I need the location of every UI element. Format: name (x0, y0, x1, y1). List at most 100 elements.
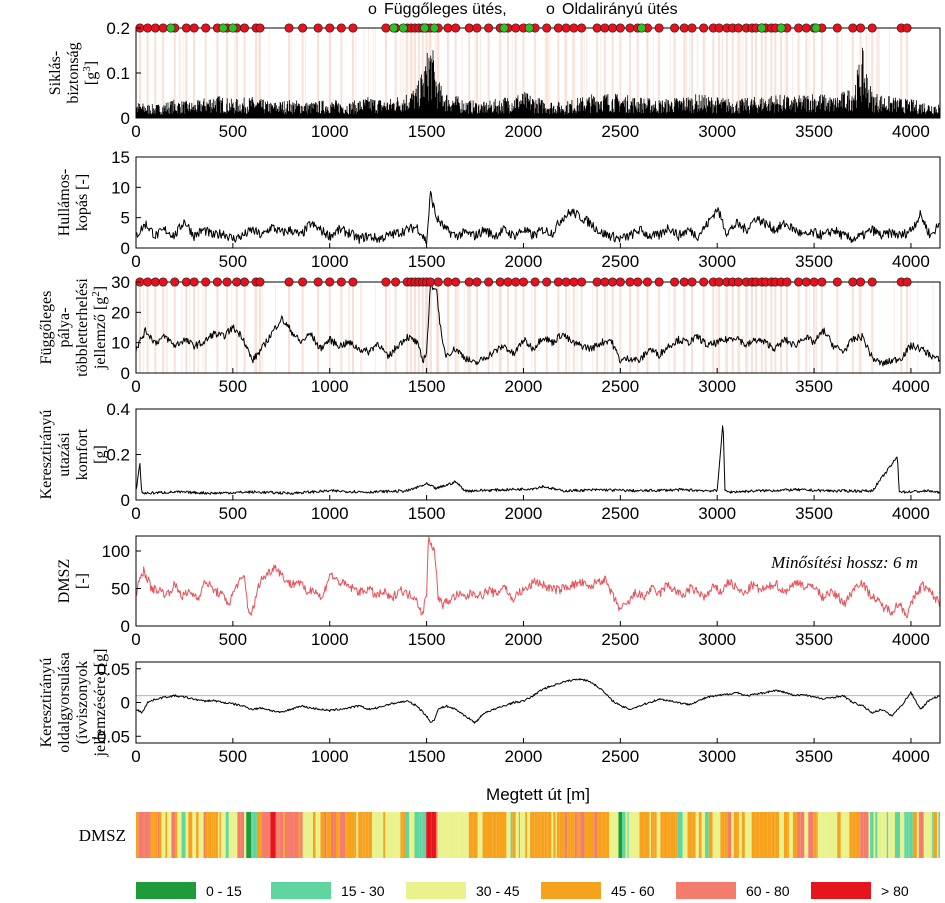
y-axis-label: Függőleges pálya-többletterhelési jellemző… (38, 278, 109, 377)
strip-segment (605, 812, 610, 858)
strip-segment (277, 812, 280, 858)
strip-segment (188, 812, 193, 858)
vertical-impact-marker (615, 277, 625, 287)
impact-markers (135, 277, 912, 287)
vertical-impact-marker (189, 23, 199, 33)
legend-swatch (406, 882, 466, 899)
x-ticks: 0 500 1000 1500 2000 2500 3000 3500 4000 (131, 621, 930, 649)
legend-lateral-symbol: o (546, 1, 555, 18)
strip-segment (687, 812, 693, 858)
x-tick-label: 2000 (505, 630, 543, 649)
strip-segment (654, 812, 657, 858)
strip-segment (767, 812, 770, 858)
lateral-impact-marker (228, 23, 238, 33)
vertical-impact-marker (284, 277, 294, 287)
y-tick-label: 100 (102, 542, 130, 561)
strip-segment (421, 812, 423, 858)
y-axis-label-line: oldalgyorsulása (56, 652, 73, 752)
vertical-impact-marker (687, 277, 697, 287)
strip-segment (544, 812, 548, 858)
strip-segment (787, 812, 789, 858)
y-ticks: -0.05 0 0.05 (91, 660, 141, 746)
strip-segment (289, 812, 294, 858)
vertical-impact-marker (143, 277, 153, 287)
strip-segment (431, 812, 436, 858)
y-tick-label: 15 (111, 148, 130, 167)
strip-segment (179, 812, 182, 858)
strip-segment (377, 812, 382, 858)
strip-segment (263, 812, 268, 858)
strip-segment (351, 812, 355, 858)
lateral-impact-marker (776, 23, 786, 33)
strip-segment (882, 812, 886, 858)
x-tick-label: 2500 (601, 252, 639, 271)
vertical-impact-marker (181, 23, 191, 33)
strip-segment (252, 812, 257, 858)
strip-segment (250, 812, 253, 858)
vertical-impact-marker (577, 23, 587, 33)
vertical-impact-marker (902, 277, 912, 287)
vertical-impact-marker (801, 277, 811, 287)
x-tick-label: 2000 (505, 252, 543, 271)
strip-segment (284, 812, 290, 858)
lateral-impact-marker (389, 23, 399, 33)
vertical-impact-marker (313, 277, 323, 287)
x-tick-label: 500 (219, 630, 247, 649)
strip-segment (800, 812, 805, 858)
strip-segment (712, 812, 718, 858)
vertical-impact-marker (511, 277, 521, 287)
vertical-impact-marker (472, 23, 482, 33)
vertical-impact-marker (511, 23, 521, 33)
vertical-impact-marker (561, 277, 571, 287)
strip-segment (591, 812, 595, 858)
strip-segment (527, 812, 531, 858)
strip-segment (405, 812, 410, 858)
strip-segment (165, 812, 168, 858)
vertical-impact-marker (608, 277, 618, 287)
dmsz-legend: 0 - 15 15 - 30 30 - 45 45 - 60 60 - 80 > 80 (136, 882, 909, 899)
y-tick-label: 0 (121, 694, 130, 713)
dmsz-strip: DMSZ (79, 812, 940, 858)
strip-segment (456, 812, 459, 858)
strip-segment (747, 812, 752, 858)
y-axis-label: Keresztirányú utazási komfort [g] (38, 410, 109, 500)
lateral-impact-marker (420, 23, 430, 33)
strip-segment (698, 812, 702, 858)
x-tick-label: 1000 (311, 252, 349, 271)
strip-segment (381, 812, 384, 858)
strip-segment (609, 812, 613, 858)
strip-segment (890, 812, 895, 858)
y-ticks: 0 5 10 15 (111, 148, 141, 258)
strip-segment (877, 812, 883, 858)
strip-segment (307, 812, 311, 858)
vertical-impact-marker (577, 277, 587, 287)
vertical-impact-marker (158, 23, 168, 33)
x-tick-label: 3000 (698, 252, 736, 271)
strip-segment (625, 812, 628, 858)
series-line (135, 536, 941, 619)
vertical-impact-marker (433, 277, 443, 287)
strip-segment (779, 812, 784, 858)
x-tick-label: 2000 (505, 122, 543, 141)
strip-segment (324, 812, 327, 858)
x-tick-label: 4000 (892, 252, 930, 271)
strip-segment (602, 812, 606, 858)
vertical-impact-marker (158, 277, 168, 287)
x-tick-label: 500 (219, 122, 247, 141)
strip-segment (755, 812, 760, 858)
strip-segment (339, 812, 346, 858)
strip-segment (426, 812, 432, 858)
strip-segment (389, 812, 396, 858)
strip-segment (458, 812, 460, 858)
lateral-impact-marker (637, 23, 647, 33)
x-tick-label: 0 (131, 122, 140, 141)
series-lateral-accel (135, 678, 940, 724)
strip-segment (534, 812, 538, 858)
legend-lateral-label: Oldalirányú ütés (562, 1, 678, 18)
vertical-impact-marker (867, 277, 877, 287)
strip-segment (518, 812, 521, 858)
y-tick-label: 20 (111, 303, 130, 322)
strip-segment (419, 812, 422, 858)
x-tick-label: 0 (131, 747, 140, 766)
strip-segment (708, 812, 713, 858)
